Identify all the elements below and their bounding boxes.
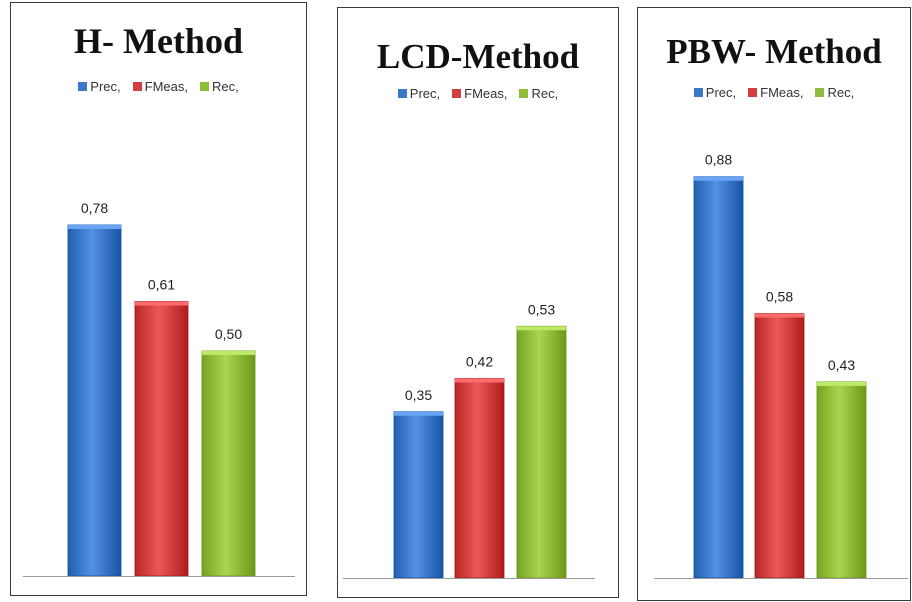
legend-item-rec: Rec,	[199, 79, 239, 94]
data-label-prec: 0,88	[705, 152, 732, 168]
legend-item-fmeas: FMeas,	[132, 79, 188, 94]
data-label-rec: 0,53	[528, 301, 555, 317]
bar-fmeas	[754, 313, 805, 579]
bar-rec	[516, 325, 567, 579]
legend-swatch-fmeas	[132, 82, 142, 91]
data-label-rec: 0,50	[215, 326, 242, 342]
legend-swatch-fmeas	[748, 88, 758, 97]
data-label-fmeas: 0,61	[148, 277, 175, 293]
bar-top-highlight-rec	[817, 381, 866, 386]
legend-label-prec: Prec,	[705, 85, 737, 100]
bar-top-highlight-rec	[517, 326, 566, 331]
chart-legend: Prec, FMeas, Rec,	[11, 79, 306, 94]
legend-label-fmeas: FMeas,	[760, 85, 804, 100]
bar-rec	[201, 350, 256, 577]
data-label-prec: 0,35	[405, 387, 432, 403]
legend-swatch-rec	[815, 88, 825, 97]
legend-label-rec: Rec,	[531, 86, 559, 101]
bar-top-highlight-prec	[68, 225, 121, 229]
chart-panel-pbw-method: PBW- Method Prec, FMeas, Rec, 0,88 0,58 0,…	[637, 7, 911, 601]
legend-item-fmeas: FMeas,	[452, 86, 507, 101]
legend-swatch-rec	[199, 82, 209, 91]
bar-top-highlight-prec	[694, 176, 743, 181]
legend-label-rec: Rec,	[827, 85, 855, 100]
legend-swatch-fmeas	[452, 89, 462, 98]
data-label-prec: 0,78	[81, 200, 108, 216]
legend-item-prec: Prec,	[693, 85, 737, 100]
bar-plot-area: 0,88 0,58 0,43	[654, 152, 908, 579]
legend-item-fmeas: FMeas,	[748, 85, 803, 100]
legend-item-prec: Prec,	[397, 86, 441, 101]
bar-plot-area: 0,78 0,61 0,50	[23, 200, 295, 577]
data-label-rec: 0,43	[828, 357, 855, 373]
data-label-fmeas: 0,58	[766, 289, 793, 305]
legend-swatch-prec	[693, 88, 703, 97]
legend-item-rec: Rec,	[519, 86, 558, 101]
legend-item-prec: Prec,	[78, 79, 121, 94]
bar-top-highlight-rec	[202, 351, 255, 355]
chart-title: H- Method	[74, 21, 243, 61]
bar-rec	[816, 381, 867, 579]
data-label-fmeas: 0,42	[466, 354, 493, 370]
bar-fmeas	[134, 301, 189, 577]
legend-swatch-rec	[519, 89, 529, 98]
chart-legend: Prec, FMeas, Rec,	[338, 86, 618, 101]
bar-plot-area: 0,35 0,42 0,53	[343, 301, 595, 579]
legend-label-prec: Prec,	[409, 86, 441, 101]
bar-top-highlight-prec	[394, 411, 443, 416]
chart-panel-h-method: H- Method Prec, FMeas, Rec, 0,78 0,61 0,50	[10, 2, 307, 596]
bar-top-highlight-fmeas	[135, 301, 188, 306]
bar-prec	[393, 411, 444, 579]
bar-top-highlight-fmeas	[455, 378, 504, 383]
legend-swatch-prec	[78, 82, 88, 91]
legend-label-prec: Prec,	[90, 79, 121, 94]
legend-swatch-prec	[397, 89, 407, 98]
bar-prec	[693, 176, 744, 579]
legend-label-fmeas: FMeas,	[464, 86, 508, 101]
chart-panel-lcd-method: LCD-Method Prec, FMeas, Rec, 0,35 0,42 0,5…	[337, 7, 619, 598]
bar-prec	[67, 224, 122, 577]
legend-label-rec: Rec,	[211, 79, 239, 94]
legend-label-fmeas: FMeas,	[144, 79, 188, 94]
legend-item-rec: Rec,	[815, 85, 854, 100]
chart-title: PBW- Method	[666, 32, 882, 71]
chart-title: LCD-Method	[376, 37, 580, 76]
bar-top-highlight-fmeas	[755, 313, 804, 318]
bar-fmeas	[454, 378, 505, 579]
chart-legend: Prec, FMeas, Rec,	[638, 85, 910, 100]
